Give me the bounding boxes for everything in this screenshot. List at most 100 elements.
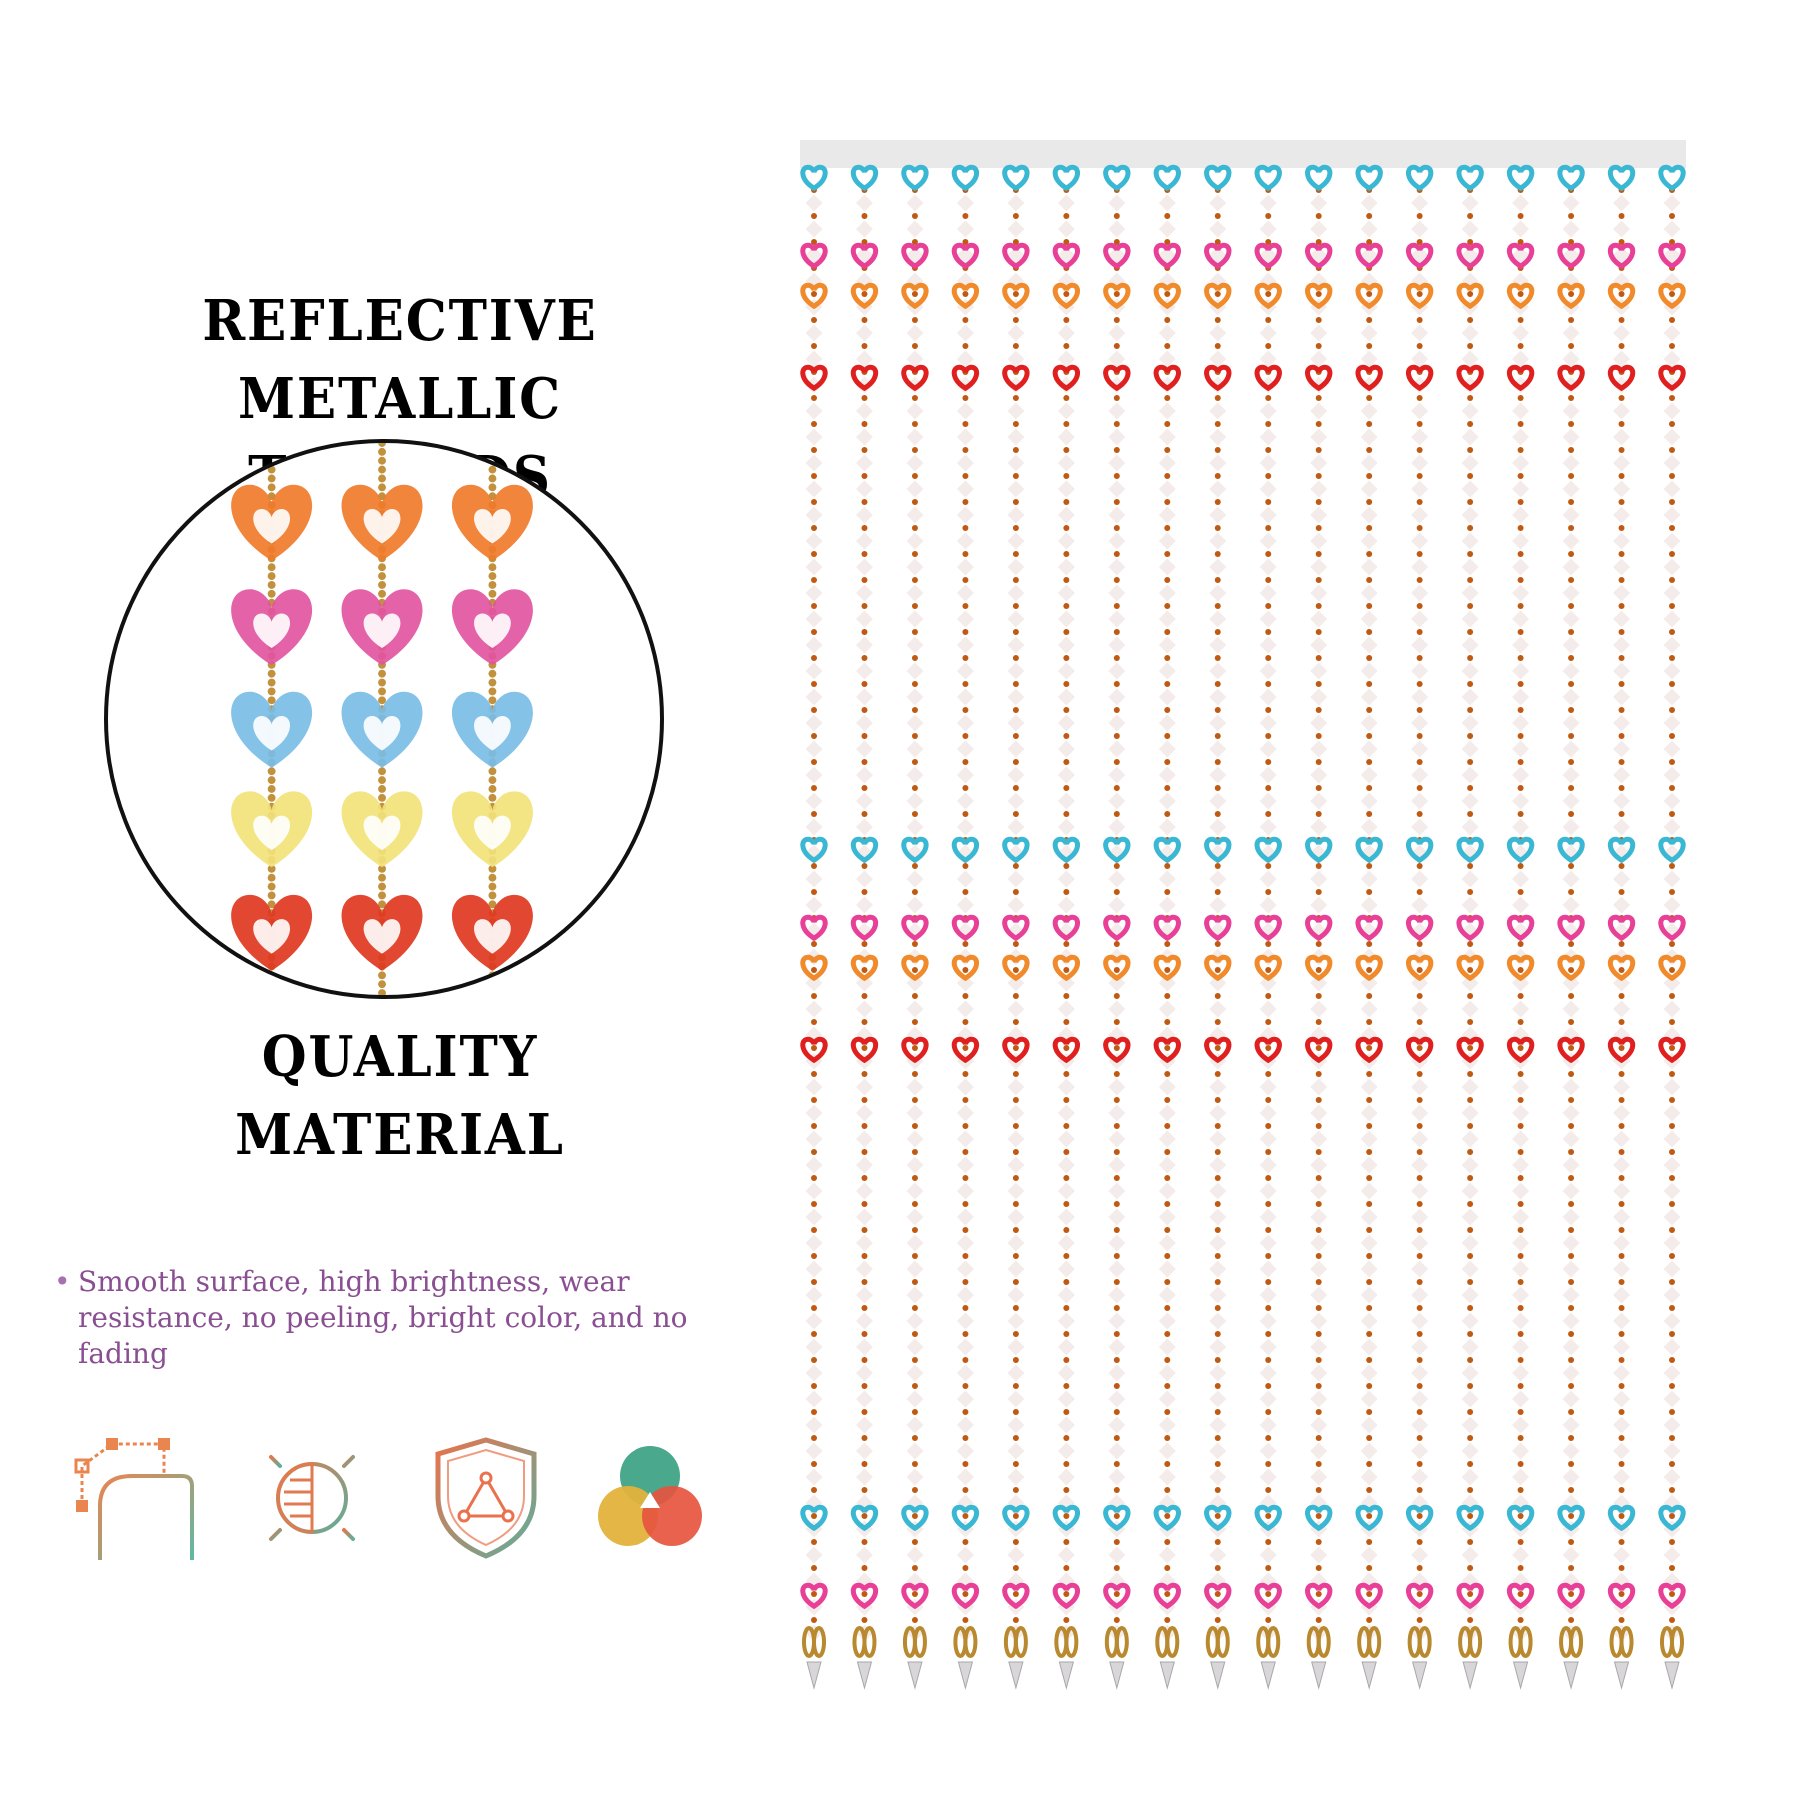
seed-bead xyxy=(1366,1305,1373,1311)
crystal-bead xyxy=(1461,506,1479,524)
seed-bead xyxy=(1669,1617,1675,1623)
seed-bead xyxy=(1517,681,1524,687)
crystal-bead xyxy=(1310,1390,1328,1408)
seed-bead xyxy=(1517,1305,1524,1311)
seed-bead xyxy=(1113,863,1120,869)
crystal-bead xyxy=(1512,948,1530,966)
seed-bead xyxy=(1012,421,1019,427)
crystal-bead xyxy=(805,1312,823,1330)
seed-bead xyxy=(811,1097,817,1103)
crystal-drop xyxy=(1058,1661,1075,1690)
crystal-bead xyxy=(1310,636,1328,654)
seed-bead xyxy=(811,1409,817,1415)
crystal-bead xyxy=(1158,1312,1176,1330)
seed-bead xyxy=(1669,1253,1675,1259)
tassel-loop xyxy=(1518,1626,1533,1658)
seed-bead xyxy=(1012,733,1019,739)
seed-bead xyxy=(1467,1305,1474,1311)
crystal-bead xyxy=(855,1468,873,1486)
seed-bead xyxy=(911,525,918,531)
seed-bead xyxy=(962,1097,969,1103)
crystal-bead xyxy=(1663,1546,1681,1564)
seed-bead xyxy=(1618,1227,1625,1233)
seed-bead xyxy=(1164,1279,1171,1285)
seed-bead xyxy=(1669,213,1675,219)
seed-bead xyxy=(1012,629,1019,635)
seed-bead xyxy=(1315,1201,1322,1207)
crystal-bead xyxy=(1461,1546,1479,1564)
heart-bead xyxy=(1506,164,1535,192)
crystal-drop xyxy=(1159,1661,1175,1690)
heart-bead xyxy=(1103,282,1131,310)
crystal-bead xyxy=(1057,1000,1075,1018)
heart-bead xyxy=(951,836,980,864)
seed-bead xyxy=(1467,785,1474,791)
crystal-bead xyxy=(1663,818,1681,836)
crystal-bead xyxy=(805,1182,823,1200)
seed-bead xyxy=(1315,1539,1322,1545)
crystal-bead xyxy=(1007,688,1025,706)
crystal-bead xyxy=(1512,1390,1530,1408)
crystal-bead xyxy=(906,1104,924,1122)
seed-bead xyxy=(1164,291,1171,297)
seed-bead xyxy=(1568,1227,1575,1233)
crystal-bead xyxy=(1310,532,1328,550)
acrylic-heart-bead xyxy=(341,894,423,971)
seed-bead xyxy=(1214,1409,1221,1415)
crystal-bead xyxy=(906,1234,924,1252)
crystal-bead xyxy=(1209,428,1227,446)
seed-bead xyxy=(1669,759,1675,765)
crystal-bead xyxy=(855,714,873,732)
gold-seed-bead xyxy=(267,669,276,678)
heart-bead xyxy=(1557,164,1585,192)
crystal-bead xyxy=(1360,1364,1378,1382)
crystal-bead xyxy=(1360,1130,1378,1148)
crystal-bead xyxy=(1562,480,1580,498)
seed-bead xyxy=(1063,213,1070,219)
heart-bead xyxy=(1153,954,1181,982)
crystal-bead xyxy=(1057,948,1075,966)
seed-bead xyxy=(1113,681,1120,687)
seed-bead xyxy=(1113,1123,1120,1129)
seed-bead xyxy=(811,1539,817,1545)
heart-bead xyxy=(850,1504,879,1532)
seed-bead xyxy=(962,993,969,999)
seed-bead xyxy=(1012,317,1019,323)
seed-bead xyxy=(811,1435,817,1441)
heart-bead xyxy=(1456,914,1484,942)
seed-bead xyxy=(811,1461,817,1467)
seed-bead xyxy=(1517,239,1524,245)
crystal-bead xyxy=(1360,1260,1378,1278)
crystal-bead xyxy=(1259,688,1277,706)
crystal-bead xyxy=(855,220,873,238)
bullet-dot: • xyxy=(54,1265,71,1298)
seed-bead xyxy=(1265,733,1272,739)
crystal-bead xyxy=(1259,220,1277,238)
crystal-bead xyxy=(906,1078,924,1096)
crystal-bead xyxy=(1209,1338,1227,1356)
seed-bead xyxy=(962,499,969,505)
crystal-bead xyxy=(805,870,823,888)
crystal-bead xyxy=(805,766,823,784)
crystal-bead xyxy=(1613,1442,1631,1460)
crystal-bead xyxy=(1562,1156,1580,1174)
crystal-bead xyxy=(1007,376,1025,394)
gold-seed-bead xyxy=(378,971,386,980)
gold-seed-bead xyxy=(267,767,276,776)
crystal-bead xyxy=(1057,480,1075,498)
heart-bead xyxy=(1305,1582,1333,1610)
heart-bead xyxy=(1103,364,1131,392)
crystal-bead xyxy=(1209,1182,1227,1200)
crystal-bead xyxy=(1007,1078,1025,1096)
crystal-bead xyxy=(1007,896,1025,914)
heart-bead xyxy=(1052,1036,1080,1064)
seed-bead xyxy=(1618,759,1625,765)
crystal-bead xyxy=(1057,1130,1075,1148)
seed-bead xyxy=(1669,707,1675,713)
crystal-bead xyxy=(1613,688,1631,706)
seed-bead xyxy=(1416,1539,1423,1545)
seed-bead xyxy=(1517,1461,1524,1467)
seed-bead xyxy=(1416,1045,1423,1051)
crystal-bead xyxy=(1663,506,1681,524)
crystal-bead xyxy=(1310,1104,1328,1122)
